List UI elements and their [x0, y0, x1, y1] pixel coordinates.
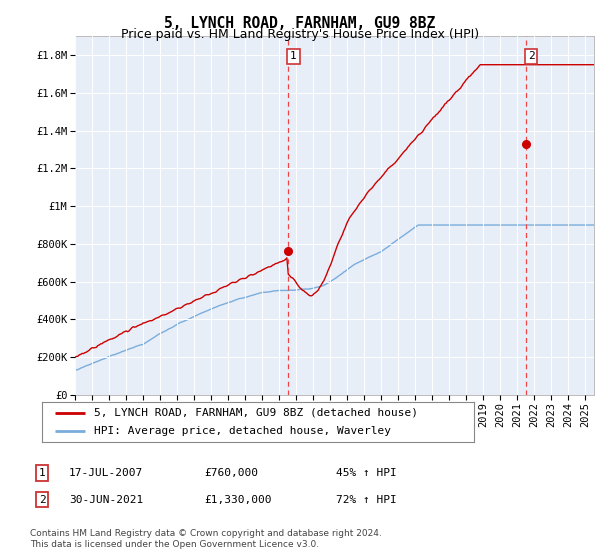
- Text: 30-JUN-2021: 30-JUN-2021: [69, 494, 143, 505]
- Text: Price paid vs. HM Land Registry's House Price Index (HPI): Price paid vs. HM Land Registry's House …: [121, 28, 479, 41]
- Text: HPI: Average price, detached house, Waverley: HPI: Average price, detached house, Wave…: [94, 426, 391, 436]
- Text: 1: 1: [38, 468, 46, 478]
- Text: 5, LYNCH ROAD, FARNHAM, GU9 8BZ (detached house): 5, LYNCH ROAD, FARNHAM, GU9 8BZ (detache…: [94, 408, 418, 418]
- Text: 2: 2: [527, 52, 535, 62]
- Text: 17-JUL-2007: 17-JUL-2007: [69, 468, 143, 478]
- Text: Contains HM Land Registry data © Crown copyright and database right 2024.
This d: Contains HM Land Registry data © Crown c…: [30, 529, 382, 549]
- Text: £1,330,000: £1,330,000: [204, 494, 271, 505]
- Text: 1: 1: [290, 52, 297, 62]
- Text: 2: 2: [38, 494, 46, 505]
- Text: 72% ↑ HPI: 72% ↑ HPI: [336, 494, 397, 505]
- Text: £760,000: £760,000: [204, 468, 258, 478]
- Text: 45% ↑ HPI: 45% ↑ HPI: [336, 468, 397, 478]
- Text: 5, LYNCH ROAD, FARNHAM, GU9 8BZ: 5, LYNCH ROAD, FARNHAM, GU9 8BZ: [164, 16, 436, 31]
